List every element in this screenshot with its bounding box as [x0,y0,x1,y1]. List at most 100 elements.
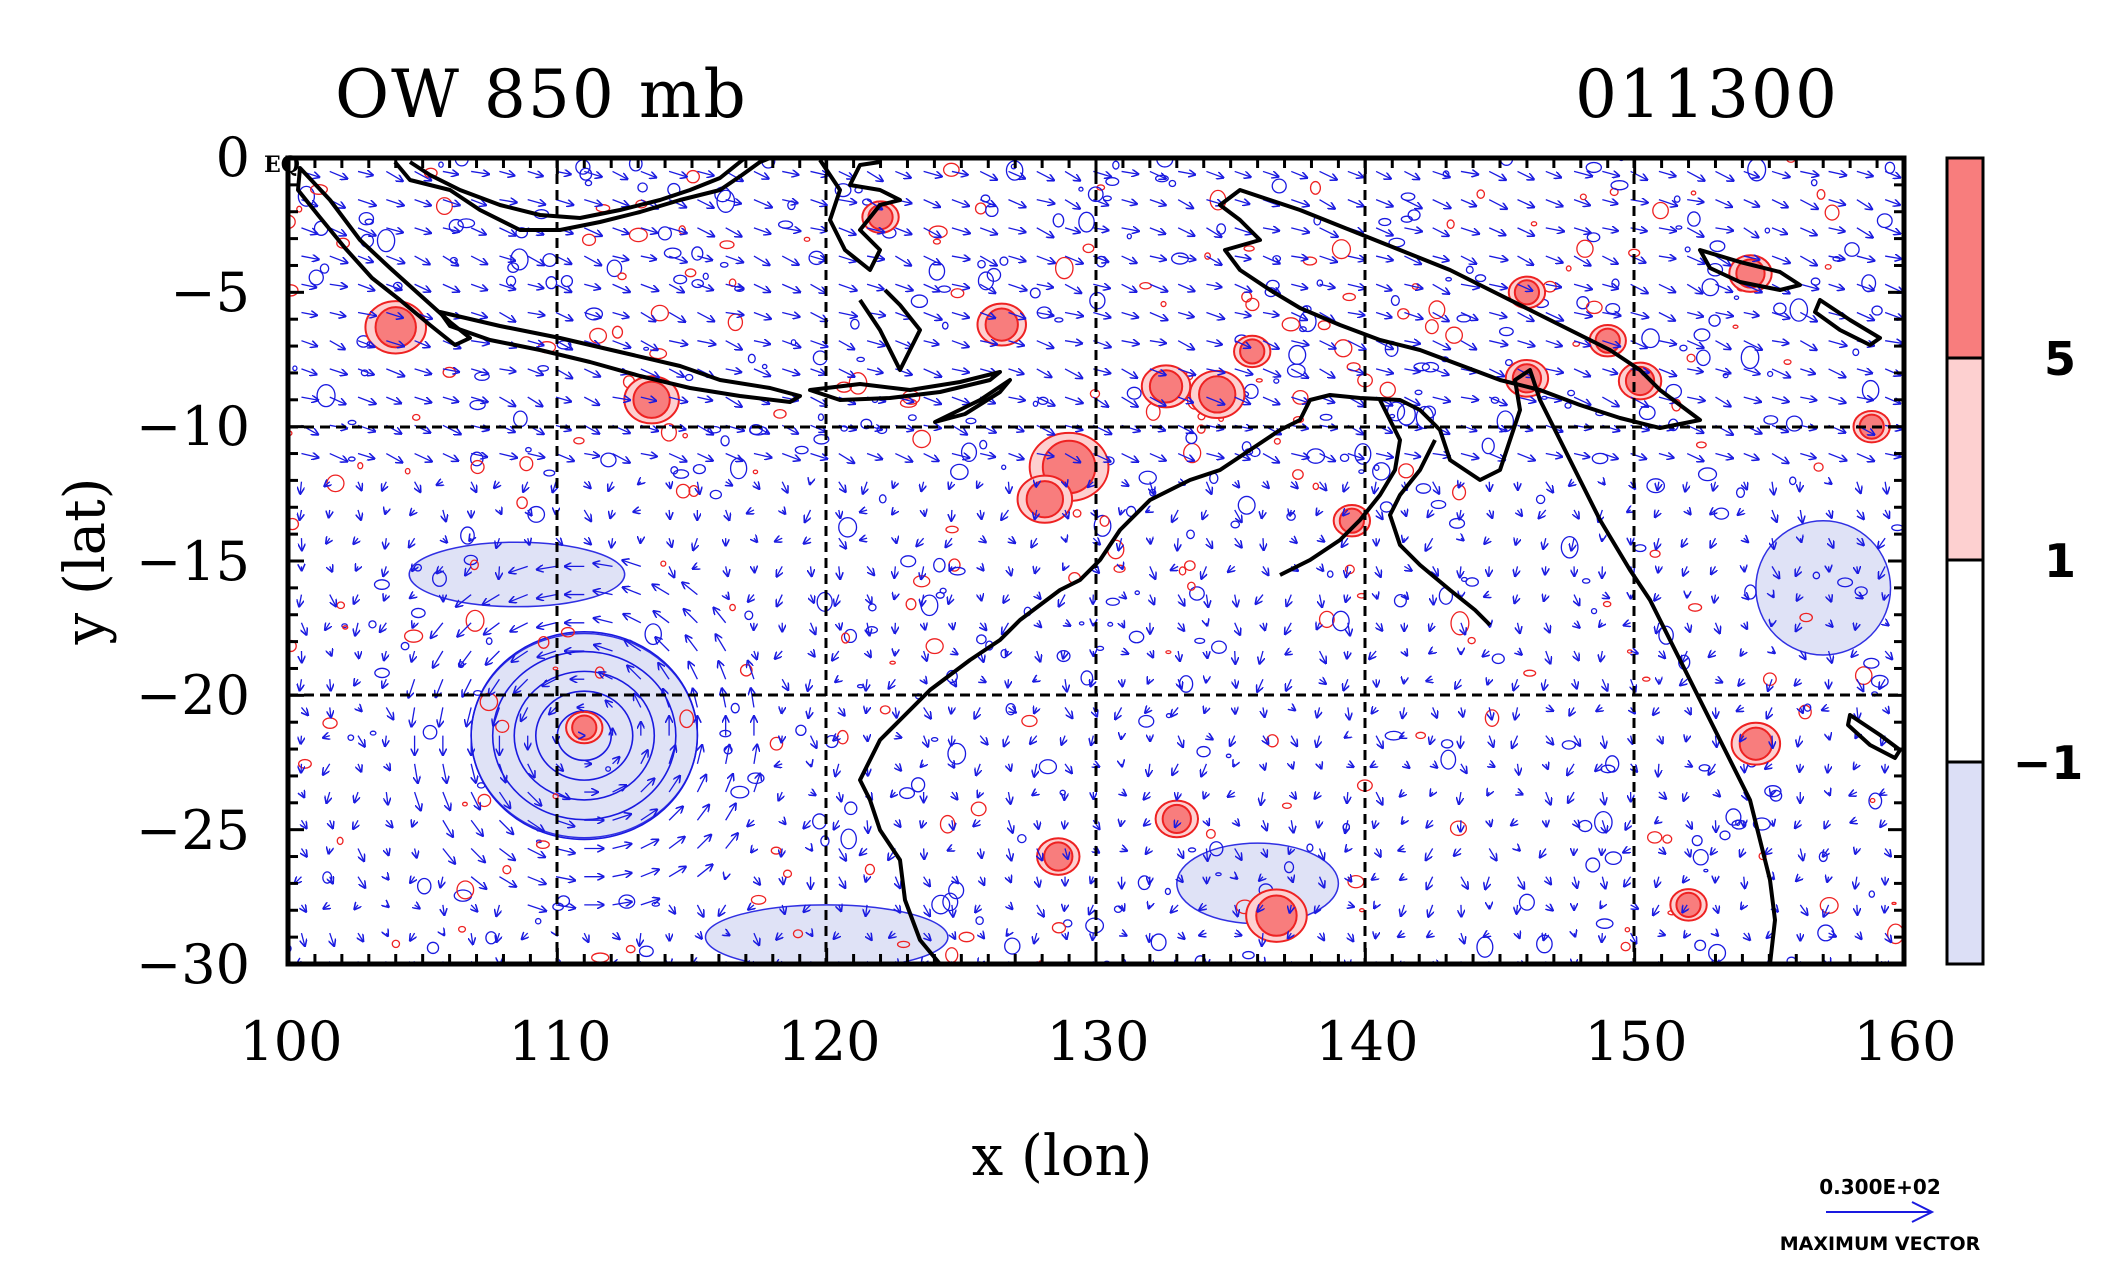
positive-ow-cell [571,714,598,741]
date-label: 011300 [1575,56,1839,133]
negative-contour [1474,274,1487,283]
positive-contour [470,459,485,475]
negative-contour [813,433,830,445]
negative-contour [1490,396,1500,404]
negative-contour [1017,833,1027,844]
negative-contour [977,259,986,269]
positive-contour [1824,204,1840,221]
wind-vector [1602,848,1603,854]
positive-contour [519,456,534,472]
wind-vector [1602,933,1603,942]
negative-contour [1196,745,1211,758]
wind-vector [923,170,942,176]
negative-contour [1789,298,1809,322]
wind-vector [1234,170,1251,176]
negative-contour [838,517,858,538]
positive-contour [404,467,411,475]
negative-contour [1692,848,1709,866]
wind-vector [951,509,952,521]
negative-contour [1766,370,1774,378]
positive-contour [625,944,636,954]
positive-contour [1281,802,1292,810]
positive-contour [296,205,303,213]
wind-vector [385,170,402,181]
positive-contour [1243,245,1255,252]
negative-contour [840,828,857,850]
positive-contour [552,666,559,671]
vector-legend-caption: MAXIMUM VECTOR [1780,1233,1981,1255]
negative-contour [1078,621,1085,626]
positive-contour [1082,243,1095,254]
negative-contour [1273,378,1280,384]
negative-contour [1186,529,1195,540]
negative-contour [1605,755,1620,773]
colorbar-label: −1 [2013,736,2084,790]
positive-contour [925,638,944,655]
positive-contour [1245,297,1260,312]
wind-vector [1263,538,1264,550]
negative-contour [1126,386,1142,400]
negative-contour [1112,160,1120,170]
negative-contour [1725,808,1742,826]
wind-vector [895,622,896,633]
wind-vector [1347,791,1348,803]
wind-vector [979,170,997,179]
x-tick-label: 110 [508,1010,611,1073]
negative-contour [691,278,705,289]
negative-contour [1518,893,1535,911]
wind-vector [782,171,798,174]
negative-contour [347,419,357,426]
positive-contour [1687,603,1703,612]
colorbar: 5 1 −1 [1945,156,2084,966]
wind-vector [1064,791,1065,800]
negative-contour [369,730,377,736]
negative-contour [1707,262,1724,277]
negative-contour [1679,344,1688,352]
negative-contour [297,185,316,207]
positive-contour [932,238,942,245]
negative-contour [1378,217,1392,227]
wind-vector [1262,171,1278,176]
negative-contour [817,413,825,422]
wind-vector [951,735,952,746]
y-axis-title: y (lat) [53,478,118,646]
positive-contour [660,423,677,442]
negative-contour [422,724,438,740]
negative-contour [1237,495,1256,515]
positive-contour [456,880,475,900]
positive-contour [684,268,697,278]
negative-contour [878,494,887,504]
positive-contour [535,840,550,850]
positive-contour [1196,424,1206,434]
wind-vector [1347,170,1363,177]
negative-contour [476,782,486,789]
positive-contour [457,925,467,933]
positive-contour [782,869,793,878]
negative-contour [374,667,390,679]
negative-contour [673,274,688,285]
negative-contour [730,702,740,714]
positive-contour [879,705,891,715]
x-tick-label: 160 [1853,1010,1956,1073]
positive-contour [1686,353,1696,363]
wind-vector [1178,171,1195,174]
negative-contour [1693,328,1711,342]
positive-contour [1187,581,1196,591]
negative-contour [899,787,916,800]
positive-contour [288,284,299,297]
negative-contour [843,628,858,644]
wind-vector [838,170,853,178]
positive-contour [803,236,811,242]
wind-vector [1064,820,1065,828]
negative-contour [1763,415,1779,425]
negative-contour [1038,759,1058,775]
positive-contour [1021,714,1038,728]
negative-contour [977,271,995,291]
positive-contour [1318,610,1335,629]
colorbar-segment [1945,760,1985,966]
negative-contour [628,158,643,172]
negative-contour [605,766,612,772]
positive-contour [560,626,575,638]
negative-contour [933,557,946,573]
negative-contour [1694,939,1707,952]
